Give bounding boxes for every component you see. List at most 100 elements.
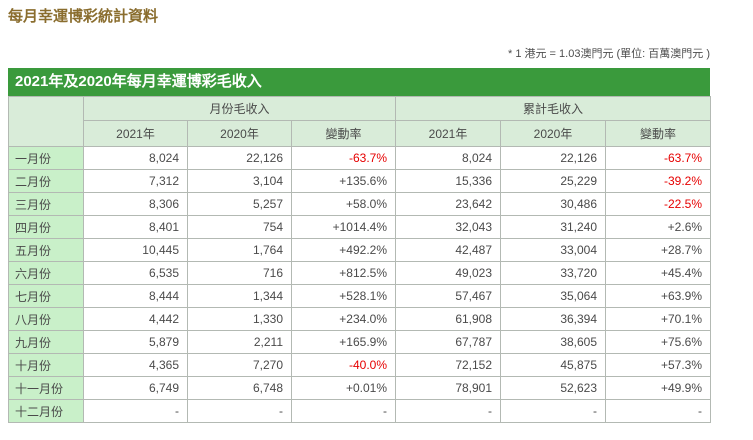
change-rate-cell: -40.0% xyxy=(290,353,397,377)
change-rate-cell: +2.6% xyxy=(605,215,712,239)
revenue-value-cell: 1,764 xyxy=(187,238,292,262)
year-header-change-rate: 變動率 xyxy=(290,120,397,147)
table-caption-bar: 2021年及2020年每月幸運博彩毛收入 xyxy=(8,68,710,96)
revenue-value-cell: 61,908 xyxy=(395,307,502,331)
month-label: 六月份 xyxy=(8,261,84,285)
change-rate-cell: -63.7% xyxy=(290,146,397,170)
group-header-monthly-gross: 月份毛收入 xyxy=(82,96,397,121)
revenue-value-cell: 2,211 xyxy=(187,330,292,354)
revenue-value-cell: 716 xyxy=(187,261,292,285)
monthly-gaming-gross-revenue-table: 月份毛收入 累計毛收入 2021年 2020年 變動率 2021年 2020年 變動率 一… xyxy=(8,96,712,423)
change-rate-cell: - xyxy=(605,399,712,423)
change-rate-cell: +28.7% xyxy=(605,238,712,262)
month-label: 二月份 xyxy=(8,169,84,193)
table-row: 四月份 8,401 754 +1014.4% 32,043 31,240 +2.6% xyxy=(8,215,712,239)
change-rate-cell: +0.01% xyxy=(290,376,397,400)
month-label: 一月份 xyxy=(8,146,84,170)
revenue-value-cell: 754 xyxy=(187,215,292,239)
revenue-value-cell: 52,623 xyxy=(500,376,607,400)
month-label: 十二月份 xyxy=(8,399,84,423)
revenue-value-cell: 4,365 xyxy=(83,353,188,377)
table-row: 十二月份 - - - - - - xyxy=(8,399,712,423)
revenue-value-cell: 31,240 xyxy=(500,215,607,239)
revenue-value-cell: 8,024 xyxy=(83,146,188,170)
year-header-row: 2021年 2020年 變動率 2021年 2020年 變動率 xyxy=(9,120,712,147)
change-rate-cell: +492.2% xyxy=(290,238,397,262)
revenue-value-cell: 7,312 xyxy=(83,169,188,193)
revenue-value-cell: 23,642 xyxy=(395,192,502,216)
revenue-value-cell: 6,749 xyxy=(83,376,188,400)
revenue-value-cell: 33,004 xyxy=(500,238,607,262)
table-row: 三月份 8,306 5,257 +58.0% 23,642 30,486 -22.5% xyxy=(8,192,712,216)
revenue-value-cell: 72,152 xyxy=(395,353,502,377)
change-rate-cell: -22.5% xyxy=(605,192,712,216)
table-row: 一月份 8,024 22,126 -63.7% 8,024 22,126 -63.7% xyxy=(8,146,712,170)
revenue-value-cell: 8,401 xyxy=(83,215,188,239)
table-row: 五月份 10,445 1,764 +492.2% 42,487 33,004 +28.7% xyxy=(8,238,712,262)
change-rate-cell: +63.9% xyxy=(605,284,712,308)
group-header-row: 月份毛收入 累計毛收入 xyxy=(8,96,712,147)
page-title: 每月幸運博彩統計資料 xyxy=(8,8,159,25)
revenue-value-cell: 25,229 xyxy=(500,169,607,193)
year-header-2020: 2020年 xyxy=(500,120,607,147)
change-rate-cell: +57.3% xyxy=(605,353,712,377)
group-header-cumulative-gross: 累計毛收入 xyxy=(395,96,712,121)
revenue-value-cell: 3,104 xyxy=(187,169,292,193)
revenue-value-cell: - xyxy=(395,399,502,423)
revenue-value-cell: - xyxy=(500,399,607,423)
month-label: 十一月份 xyxy=(8,376,84,400)
change-rate-cell: - xyxy=(290,399,397,423)
month-label: 七月份 xyxy=(8,284,84,308)
revenue-value-cell: 35,064 xyxy=(500,284,607,308)
change-rate-cell: +75.6% xyxy=(605,330,712,354)
month-label: 八月份 xyxy=(8,307,84,331)
revenue-value-cell: - xyxy=(83,399,188,423)
table-row: 十月份 4,365 7,270 -40.0% 72,152 45,875 +57.3% xyxy=(8,353,712,377)
revenue-value-cell: 78,901 xyxy=(395,376,502,400)
change-rate-cell: +165.9% xyxy=(290,330,397,354)
change-rate-cell: -63.7% xyxy=(605,146,712,170)
revenue-value-cell: 33,720 xyxy=(500,261,607,285)
change-rate-cell: +45.4% xyxy=(605,261,712,285)
change-rate-cell: +1014.4% xyxy=(290,215,397,239)
revenue-value-cell: 57,467 xyxy=(395,284,502,308)
revenue-value-cell: - xyxy=(187,399,292,423)
revenue-value-cell: 8,024 xyxy=(395,146,502,170)
change-rate-cell: +528.1% xyxy=(290,284,397,308)
change-rate-cell: +49.9% xyxy=(605,376,712,400)
change-rate-cell: +58.0% xyxy=(290,192,397,216)
revenue-value-cell: 8,444 xyxy=(83,284,188,308)
table-row: 十一月份 6,749 6,748 +0.01% 78,901 52,623 +49.9% xyxy=(8,376,712,400)
table-row: 八月份 4,442 1,330 +234.0% 61,908 36,394 +70.1% xyxy=(8,307,712,331)
revenue-value-cell: 10,445 xyxy=(83,238,188,262)
stats-page: 每月幸運博彩統計資料 * 1 港元 = 1.03澳門元 (單位: 百萬澳門元 )… xyxy=(8,8,712,423)
year-header-2020: 2020年 xyxy=(187,120,292,147)
revenue-value-cell: 5,257 xyxy=(187,192,292,216)
month-label: 四月份 xyxy=(8,215,84,239)
revenue-value-cell: 49,023 xyxy=(395,261,502,285)
revenue-value-cell: 22,126 xyxy=(187,146,292,170)
revenue-value-cell: 8,306 xyxy=(83,192,188,216)
revenue-value-cell: 45,875 xyxy=(500,353,607,377)
revenue-value-cell: 32,043 xyxy=(395,215,502,239)
revenue-value-cell: 42,487 xyxy=(395,238,502,262)
month-column-header-blank xyxy=(8,96,84,147)
revenue-value-cell: 6,535 xyxy=(83,261,188,285)
revenue-value-cell: 36,394 xyxy=(500,307,607,331)
year-header-2021: 2021年 xyxy=(83,120,188,147)
month-label: 十月份 xyxy=(8,353,84,377)
table-row: 六月份 6,535 716 +812.5% 49,023 33,720 +45.4% xyxy=(8,261,712,285)
change-rate-cell: -39.2% xyxy=(605,169,712,193)
year-header-2021: 2021年 xyxy=(395,120,502,147)
table-row: 七月份 8,444 1,344 +528.1% 57,467 35,064 +63.9% xyxy=(8,284,712,308)
revenue-value-cell: 6,748 xyxy=(187,376,292,400)
revenue-value-cell: 38,605 xyxy=(500,330,607,354)
revenue-value-cell: 67,787 xyxy=(395,330,502,354)
revenue-value-cell: 4,442 xyxy=(83,307,188,331)
table-row: 九月份 5,879 2,211 +165.9% 67,787 38,605 +75.6% xyxy=(8,330,712,354)
table-row: 二月份 7,312 3,104 +135.6% 15,336 25,229 -39.2% xyxy=(8,169,712,193)
change-rate-cell: +70.1% xyxy=(605,307,712,331)
month-label: 五月份 xyxy=(8,238,84,262)
change-rate-cell: +812.5% xyxy=(290,261,397,285)
